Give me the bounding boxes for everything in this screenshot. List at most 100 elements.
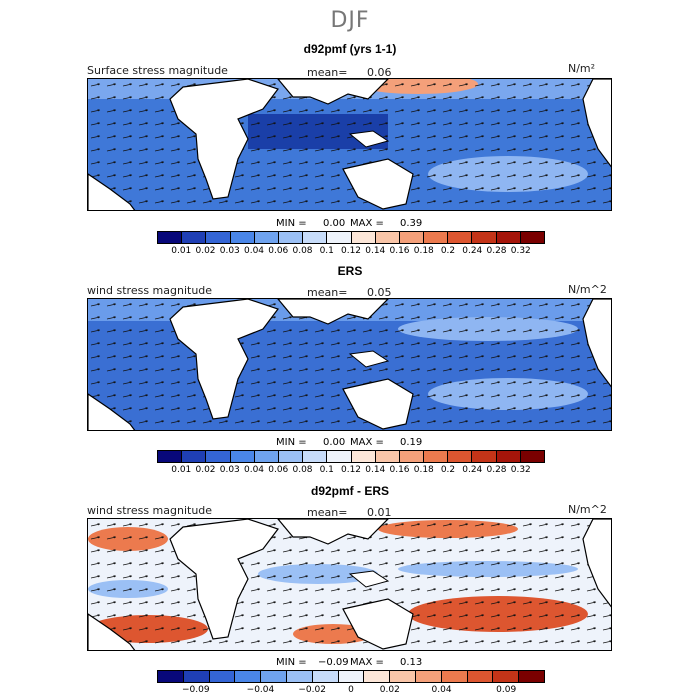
north-america-landmass (582, 299, 611, 388)
panel3-title: d92pmf - ERS (310, 484, 389, 498)
colorbar-swatch (472, 232, 497, 243)
panel1-map (87, 78, 612, 211)
panel1-min-value: 0.00 (323, 218, 346, 229)
colorbar-swatch (261, 671, 287, 682)
colorbar-swatch (230, 232, 255, 243)
panel1-max-label: MAX = (350, 218, 384, 229)
panel2-colorbar-ticks: 0.01 0.02 0.03 0.04 0.06 0.08 0.1 0.12 0.14 0.16 0… (157, 465, 545, 477)
maritime-continent (348, 350, 390, 368)
south-america-landmass (88, 393, 136, 430)
colorbar-tick-label: 0.2 (440, 246, 456, 256)
colorbar-swatch (441, 671, 468, 682)
colorbar-swatch (235, 671, 262, 682)
panel1-min-label: MIN = (276, 218, 307, 229)
wind-vectors (88, 299, 611, 430)
colorbar-tick-label: −0.09 (182, 685, 210, 695)
maritime-continent (348, 130, 390, 148)
panel1-colorbar (157, 231, 545, 244)
panel3-max-label: MAX = (350, 657, 384, 668)
colorbar-swatch (520, 451, 544, 462)
colorbar-swatch (254, 451, 279, 462)
panel2-mean-value: 0.05 (367, 286, 392, 299)
colorbar-swatch (327, 232, 352, 243)
panel3-units: N/m^2 (568, 503, 607, 516)
eurasia-landmass (277, 79, 389, 105)
colorbar-tick-label: 0.06 (268, 246, 289, 256)
colorbar-tick-label: 0.01 (171, 465, 192, 475)
colorbar-swatch (496, 451, 521, 462)
colorbar-tick-label: 0.2 (440, 465, 456, 475)
panel1-mean-value: 0.06 (367, 66, 392, 79)
colorbar-tick-label: 0.14 (365, 465, 386, 475)
australia-landmass (342, 158, 414, 210)
panel2-min-value: 0.00 (323, 437, 346, 448)
panel1-map-svg (88, 79, 611, 210)
colorbar-tick-label: 0.09 (496, 685, 517, 695)
panel2-field-label: wind stress magnitude (87, 284, 213, 297)
colorbar-tick-label: 0.32 (510, 465, 531, 475)
colorbar-swatch (399, 232, 425, 243)
wind-vectors (88, 79, 611, 210)
panel2-max-label: MAX = (350, 437, 384, 448)
north-america-landmass (582, 519, 611, 608)
colorbar-tick-label: 0.08 (292, 246, 313, 256)
colorbar-tick-label: 0.16 (389, 465, 410, 475)
colorbar-tick-label: 0.03 (219, 465, 240, 475)
africa-landmass (169, 79, 279, 200)
colorbar-swatch (338, 671, 365, 682)
panel1-mean-label: mean= (307, 66, 348, 79)
colorbar-tick-label: −0.02 (298, 685, 326, 695)
colorbar-tick-label: −0.04 (246, 685, 275, 695)
colorbar-tick-label: 0.01 (171, 246, 192, 256)
panel1-title: d92pmf (yrs 1-1) (303, 42, 397, 56)
africa-landmass (169, 519, 279, 640)
colorbar-tick-label: 0.12 (340, 246, 362, 256)
south-america-landmass (88, 613, 136, 650)
colorbar-swatch (519, 671, 544, 682)
colorbar-tick-label: 0.18 (413, 465, 434, 475)
south-america-landmass (88, 173, 136, 210)
colorbar-tick-label: 0.1 (319, 246, 334, 256)
panel3-colorbar (157, 670, 545, 683)
colorbar-tick-label: 0.28 (486, 246, 507, 256)
colorbar-swatch (303, 232, 328, 243)
colorbar-tick-label: 0.16 (389, 246, 410, 256)
colorbar-swatch (158, 232, 183, 243)
colorbar-swatch (303, 451, 328, 462)
colorbar-tick-label: 0.32 (510, 246, 531, 256)
panel1-colorbar-ticks: 0.01 0.02 0.03 0.04 0.06 0.08 0.1 0.12 0.14 0.16 0… (157, 246, 545, 258)
eurasia-landmass (277, 519, 389, 545)
colorbar-tick-label: 0.02 (379, 685, 400, 695)
colorbar-swatch (520, 232, 544, 243)
colorbar-swatch (424, 451, 449, 462)
colorbar-swatch (158, 451, 183, 462)
colorbar-tick-label: 0.02 (195, 246, 216, 256)
colorbar-swatch (158, 671, 184, 682)
panel2-map-svg (88, 299, 611, 430)
panel1-field-label: Surface stress magnitude (87, 64, 228, 77)
panel1-max-value: 0.39 (400, 218, 423, 229)
colorbar-swatch (351, 232, 376, 243)
colorbar-swatch (390, 671, 416, 682)
colorbar-swatch (493, 671, 520, 682)
colorbar-swatch (424, 232, 449, 243)
colorbar-swatch (375, 232, 400, 243)
panel3-map-svg (88, 519, 611, 650)
colorbar-swatch (183, 671, 210, 682)
colorbar-tick-label: 0.28 (486, 465, 507, 475)
colorbar-swatch (206, 232, 231, 243)
panel2-units: N/m^2 (568, 283, 607, 296)
colorbar-swatch (206, 451, 231, 462)
colorbar-tick-label: 0.02 (195, 465, 216, 475)
colorbar-tick-label: 0.04 (243, 246, 265, 256)
colorbar-swatch (312, 671, 339, 682)
colorbar-swatch (496, 232, 521, 243)
colorbar-tick-label: 0.08 (292, 465, 313, 475)
panel3-mean-value: 0.01 (367, 506, 392, 519)
colorbar-tick-label: 0.12 (340, 465, 362, 475)
panel1-units: N/m² (568, 62, 596, 75)
panel3-min-value: −0.09 (318, 657, 349, 668)
panel3-field-label: wind stress magnitude (87, 504, 213, 517)
colorbar-tick-label: 0 (348, 685, 354, 695)
colorbar-tick-label: 0.06 (268, 465, 289, 475)
